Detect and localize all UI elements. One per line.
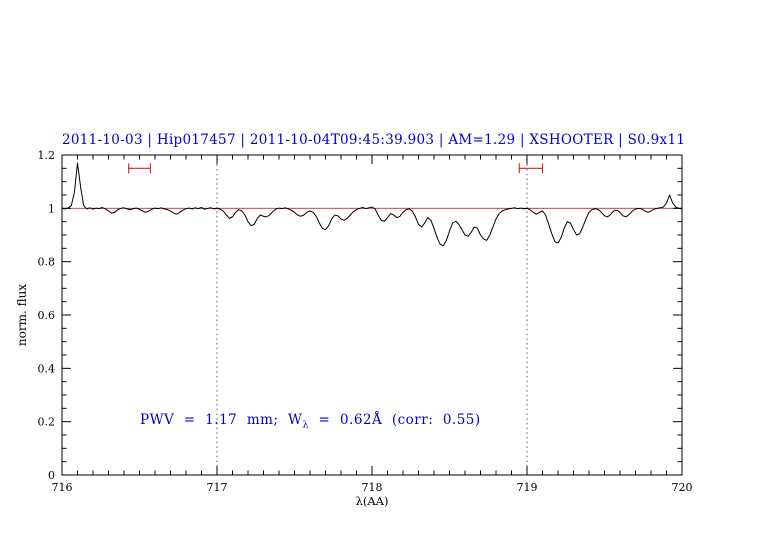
y-tick-label: 0.6 [38,309,56,322]
y-tick-label: 0.4 [38,362,56,375]
x-tick-label: 716 [52,481,73,494]
y-axis-label: norm. flux [15,283,29,347]
y-tick-label: 0.2 [38,416,56,429]
y-tick-label: 0.8 [38,256,56,269]
x-axis-label: λ(AA) [355,494,389,508]
pwv-annotation: PWV = 1.17 mm; Wλ = 0.62Å (corr: 0.55) [140,412,481,431]
y-tick-label: 1.2 [38,149,56,162]
x-tick-label: 719 [517,481,538,494]
pwv-annotation-text: = 0.62Å (corr: 0.55) [308,412,481,428]
x-tick-label: 718 [362,481,383,494]
x-tick-label: 720 [672,481,693,494]
y-tick-label: 1 [48,202,55,215]
plot-title: 2011-10-03 | Hip017457 | 2011-10-04T09:4… [62,132,686,148]
x-tick-label: 717 [207,481,228,494]
y-tick-label: 0 [48,469,55,482]
lambda-subscript: λ [302,419,309,431]
spectrum-line [61,162,683,247]
pwv-annotation-text: PWV = 1.17 mm; W [140,412,303,428]
